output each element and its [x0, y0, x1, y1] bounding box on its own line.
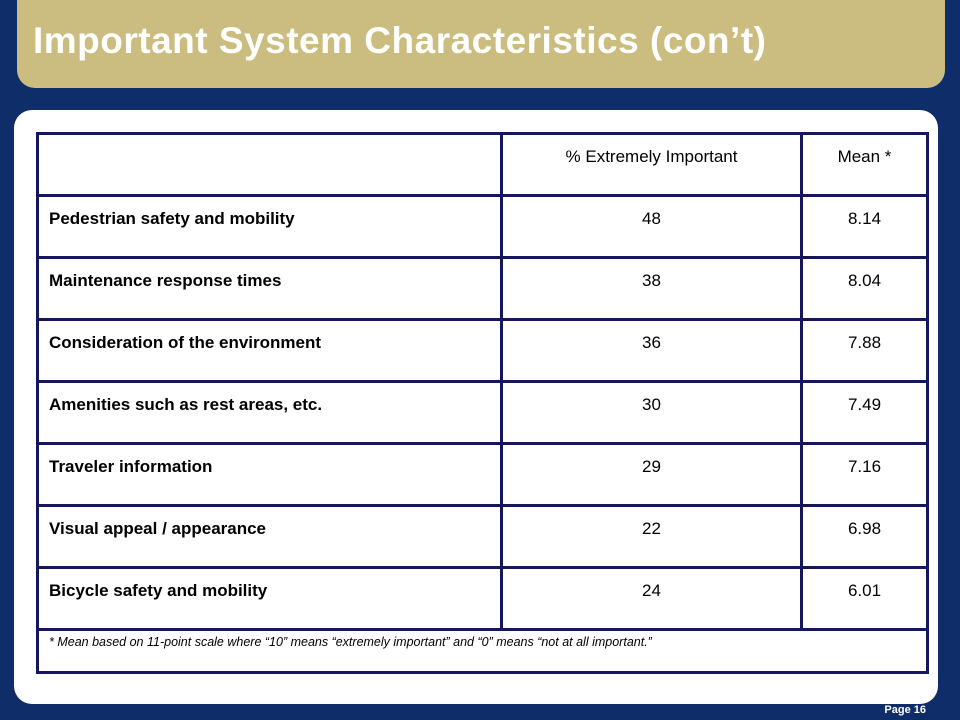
footnote-cell: * Mean based on 11-point scale where “10…	[36, 628, 929, 674]
table-row: Bicycle safety and mobility 24 6.01	[36, 566, 929, 631]
row-mean: 8.14	[800, 194, 929, 259]
row-label: Amenities such as rest areas, etc.	[36, 380, 503, 445]
table-row: Amenities such as rest areas, etc. 30 7.…	[36, 380, 929, 445]
table-row: Maintenance response times 38 8.04	[36, 256, 929, 321]
slide-title: Important System Characteristics (con’t)	[33, 20, 767, 61]
row-pct: 24	[500, 566, 803, 631]
row-mean: 6.98	[800, 504, 929, 569]
footnote-text: * Mean based on 11-point scale where “10…	[49, 635, 652, 649]
row-mean: 7.88	[800, 318, 929, 383]
row-mean: 7.16	[800, 442, 929, 507]
row-pct: 48	[500, 194, 803, 259]
header-pct-label: % Extremely Important	[565, 147, 738, 166]
header-cell-mean: Mean *	[800, 132, 929, 197]
header-mean-label: Mean *	[837, 147, 892, 166]
row-label: Consideration of the environment	[36, 318, 503, 383]
row-label: Pedestrian safety and mobility	[36, 194, 503, 259]
row-label: Bicycle safety and mobility	[36, 566, 503, 631]
data-table: % Extremely Important Mean * Pedestrian …	[36, 132, 929, 674]
table-row: Traveler information 29 7.16	[36, 442, 929, 507]
table-row: Pedestrian safety and mobility 48 8.14	[36, 194, 929, 259]
row-pct: 38	[500, 256, 803, 321]
row-label: Maintenance response times	[36, 256, 503, 321]
row-mean: 6.01	[800, 566, 929, 631]
table-header-row: % Extremely Important Mean *	[36, 132, 929, 197]
table-row: Consideration of the environment 36 7.88	[36, 318, 929, 383]
row-mean: 8.04	[800, 256, 929, 321]
row-pct: 36	[500, 318, 803, 383]
row-pct: 30	[500, 380, 803, 445]
row-mean: 7.49	[800, 380, 929, 445]
row-label: Visual appeal / appearance	[36, 504, 503, 569]
table-row: Visual appeal / appearance 22 6.98	[36, 504, 929, 569]
title-bar	[17, 0, 945, 88]
row-pct: 22	[500, 504, 803, 569]
page-number: Page 16	[884, 704, 926, 716]
header-cell-empty	[36, 132, 503, 197]
row-pct: 29	[500, 442, 803, 507]
footnote-row: * Mean based on 11-point scale where “10…	[36, 628, 929, 674]
header-cell-pct: % Extremely Important	[500, 132, 803, 197]
row-label: Traveler information	[36, 442, 503, 507]
